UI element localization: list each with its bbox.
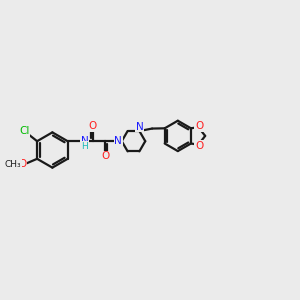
Text: H: H [81,142,88,151]
Text: O: O [195,121,203,131]
Text: O: O [18,159,26,169]
Text: O: O [88,121,97,131]
Text: N: N [81,136,89,146]
Text: N: N [115,136,122,146]
Text: O: O [101,152,110,161]
Text: CH₃: CH₃ [5,160,21,169]
Text: Cl: Cl [19,126,29,136]
Text: N: N [136,122,143,132]
Text: O: O [195,141,203,151]
